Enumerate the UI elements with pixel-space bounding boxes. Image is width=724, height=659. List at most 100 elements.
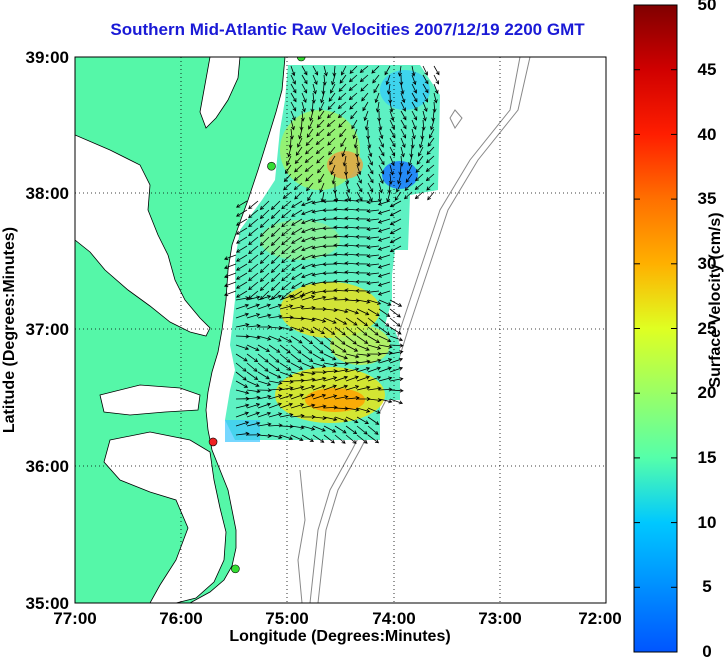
- velocity-arrow: [344, 252, 358, 257]
- velocity-arrow: [268, 423, 283, 428]
- velocity-arrow: [331, 173, 336, 185]
- velocity-arrow: [301, 393, 316, 400]
- velocity-arrow: [257, 362, 269, 372]
- colorbar-label: Surface Velocity (cm/s): [707, 212, 724, 387]
- velocity-arrow: [344, 234, 358, 239]
- velocity-arrow: [400, 92, 406, 104]
- station-marker: [296, 57, 306, 62]
- velocity-arrow: [345, 191, 351, 202]
- velocity-arrow: [337, 101, 347, 109]
- velocity-arrow: [404, 182, 413, 191]
- velocity-arrow: [366, 245, 380, 250]
- velocity-arrow: [246, 335, 261, 340]
- velocity-arrow: [248, 236, 259, 246]
- velocity-arrow: [330, 83, 336, 94]
- velocity-arrow: [268, 434, 283, 440]
- velocity-arrow: [299, 119, 304, 131]
- velocity-arrow: [410, 137, 415, 149]
- velocity-arrow: [356, 425, 368, 435]
- velocity-arrow: [235, 303, 250, 310]
- velocity-arrow: [334, 384, 349, 391]
- velocity-arrow: [348, 92, 358, 101]
- velocity-arrow: [344, 288, 358, 293]
- velocity-arrow: [355, 270, 369, 275]
- velocity-arrow: [312, 295, 327, 301]
- velocity-arrow: [356, 164, 362, 176]
- velocity-arrow: [366, 254, 380, 259]
- velocity-arrow: [316, 128, 325, 137]
- velocity-arrow: [312, 74, 318, 86]
- velocity-arrow: [389, 245, 402, 253]
- velocity-arrow: [281, 254, 292, 264]
- velocity-arrow: [301, 101, 306, 113]
- velocity-arrow: [312, 344, 324, 354]
- velocity-arrow: [425, 173, 435, 182]
- velocity-arrow: [355, 252, 369, 257]
- velocity-arrow: [301, 209, 314, 216]
- velocity-arrows: [223, 65, 440, 444]
- velocity-arrow: [287, 146, 292, 158]
- velocity-arrow: [311, 290, 325, 295]
- velocity-arrow: [295, 146, 303, 156]
- velocity-arrow: [367, 407, 381, 414]
- colorbar-tick: 0: [702, 642, 711, 659]
- velocity-arrow: [246, 362, 258, 372]
- velocity-arrow: [235, 403, 250, 409]
- velocity-arrow: [246, 380, 260, 387]
- velocity-arrow: [235, 263, 248, 271]
- station-marker: [231, 564, 240, 574]
- velocity-arrow: [355, 225, 369, 230]
- velocity-arrow: [248, 209, 259, 219]
- velocity-arrow: [359, 65, 369, 73]
- velocity-arrow: [378, 366, 393, 373]
- velocity-arrow: [389, 200, 402, 208]
- velocity-arrow: [345, 298, 360, 303]
- velocity-arrow: [377, 245, 391, 251]
- velocity-arrow: [257, 295, 272, 301]
- velocity-arrow: [281, 236, 292, 246]
- velocity-arrow: [361, 92, 369, 102]
- velocity-arrow: [356, 385, 371, 391]
- velocity-arrow: [400, 128, 407, 139]
- velocity-arrow: [326, 128, 336, 137]
- velocity-arrow: [367, 375, 382, 382]
- velocity-arrow: [389, 377, 404, 382]
- velocity-arrow: [345, 353, 360, 359]
- velocity-arrow: [366, 236, 380, 241]
- velocity-arrow: [407, 164, 413, 175]
- velocity-arrow: [279, 393, 294, 400]
- velocity-arrow: [349, 65, 358, 74]
- velocity-arrow: [411, 119, 417, 131]
- velocity-arrow: [366, 227, 380, 232]
- x-tick: 73:00: [478, 609, 521, 628]
- velocity-arrow: [378, 358, 393, 364]
- velocity-arrow: [279, 434, 294, 441]
- velocity-arrow: [378, 128, 384, 140]
- velocity-arrow: [301, 83, 308, 94]
- velocity-arrow: [281, 272, 292, 282]
- velocity-arrow: [301, 254, 314, 261]
- velocity-arrow: [312, 317, 327, 323]
- velocity-arrow: [301, 434, 314, 442]
- velocity-arrow: [356, 359, 371, 364]
- velocity-arrow: [268, 335, 282, 342]
- y-axis: 39:00 38:00 37:00 36:00 35:00 Latitude (…: [1, 48, 69, 613]
- velocity-arrow: [312, 326, 325, 334]
- x-tick: 75:00: [265, 609, 308, 628]
- velocity-arrow: [378, 119, 383, 131]
- velocity-arrow: [378, 182, 383, 194]
- velocity-arrow: [312, 425, 326, 432]
- velocity-arrow: [320, 191, 325, 203]
- colorbar-tick: 45: [698, 60, 717, 79]
- velocity-arrow: [279, 326, 294, 332]
- velocity-arrow: [367, 155, 373, 166]
- velocity-arrow: [268, 362, 281, 372]
- velocity-arrow: [290, 425, 305, 430]
- velocity-arrow: [223, 281, 237, 288]
- velocity-arrow: [341, 146, 347, 158]
- velocity-arrow: [345, 425, 358, 435]
- velocity-arrow: [257, 394, 272, 400]
- velocity-arrow: [235, 421, 250, 427]
- velocity-arrow: [246, 303, 261, 310]
- velocity-arrow: [377, 290, 391, 296]
